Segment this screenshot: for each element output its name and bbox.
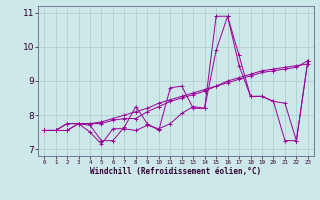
X-axis label: Windchill (Refroidissement éolien,°C): Windchill (Refroidissement éolien,°C)	[91, 167, 261, 176]
